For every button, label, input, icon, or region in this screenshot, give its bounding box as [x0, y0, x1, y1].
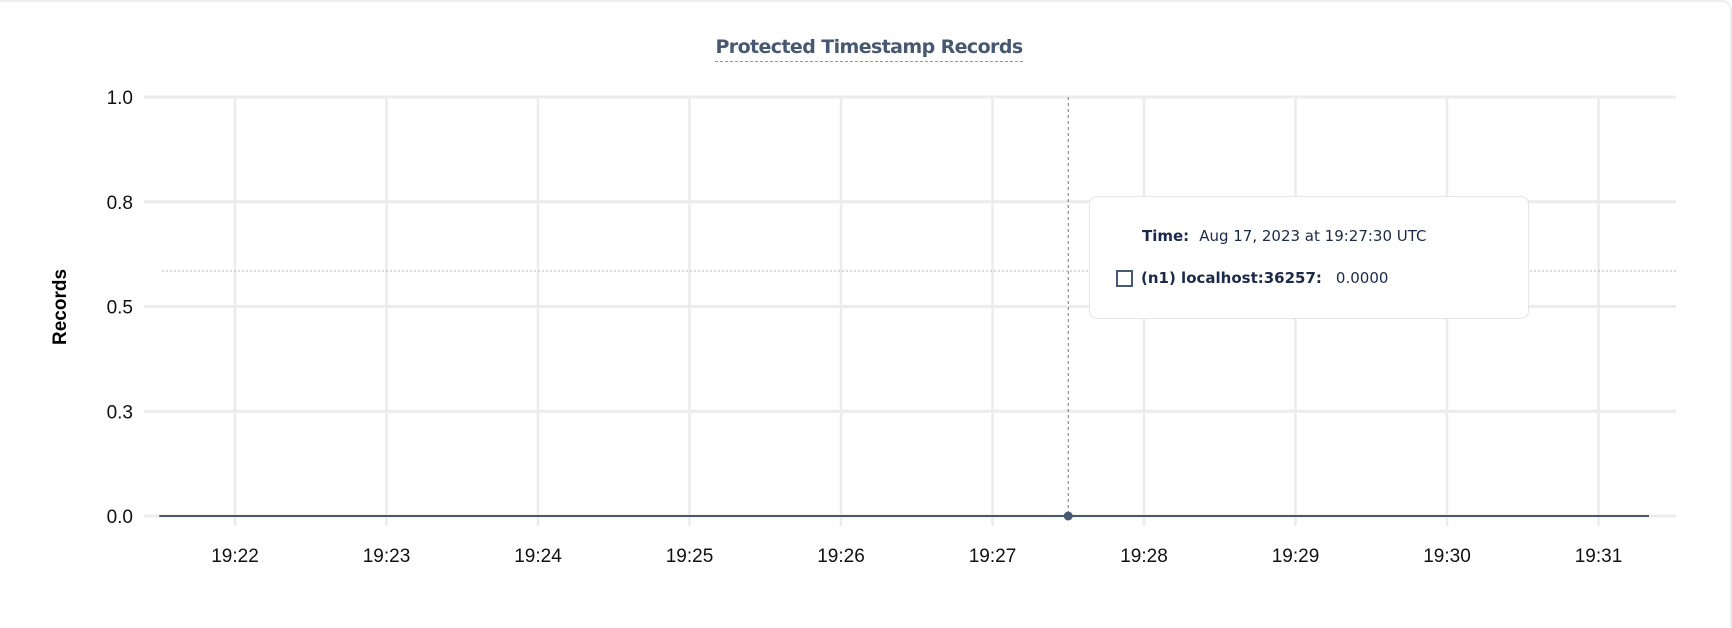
x-tick-label: 19:28	[1120, 546, 1168, 567]
y-tick-label: 0.8	[107, 193, 133, 214]
chart-tooltip: Time: Aug 17, 2023 at 19:27:30 UTC (n1) l…	[1089, 196, 1529, 319]
tooltip-series-label: (n1) localhost:36257:	[1141, 269, 1322, 287]
series-swatch-icon	[1116, 269, 1133, 287]
x-tick-label: 19:23	[363, 546, 411, 567]
chart-title[interactable]: Protected Timestamp Records	[715, 36, 1023, 62]
y-tick-label: 0.5	[107, 298, 133, 319]
x-tick-label: 19:26	[817, 546, 865, 567]
tooltip-series-value: 0.0000	[1335, 269, 1389, 287]
x-tick-label: 19:24	[514, 546, 562, 567]
y-tick-label: 1.0	[107, 88, 133, 109]
x-tick-label: 19:31	[1575, 546, 1623, 567]
x-tick-label: 19:22	[211, 546, 259, 567]
y-tick-label: 0.3	[107, 402, 133, 423]
x-tick-label: 19:25	[666, 546, 714, 567]
tooltip-time-label: Time:	[1142, 227, 1190, 245]
x-tick-label: 19:30	[1423, 546, 1471, 567]
x-tick-label: 19:27	[969, 546, 1017, 567]
x-tick-label: 19:29	[1272, 546, 1320, 567]
chart-title-wrap: Protected Timestamp Records	[0, 36, 1732, 62]
tooltip-time-value: Aug 17, 2023 at 19:27:30 UTC	[1199, 227, 1427, 245]
y-tick-label: 0.0	[107, 507, 133, 528]
hover-point	[1063, 511, 1073, 521]
